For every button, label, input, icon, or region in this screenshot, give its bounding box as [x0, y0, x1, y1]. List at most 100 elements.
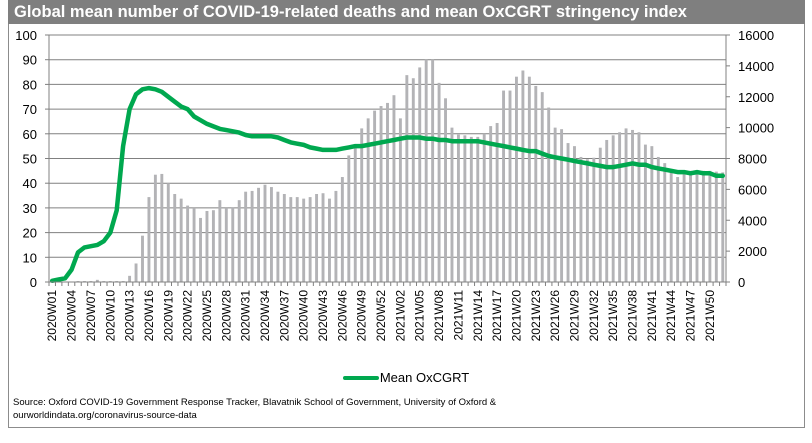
- bar: [173, 194, 177, 282]
- y-left-tick-label: 50: [23, 152, 37, 167]
- bar: [592, 157, 596, 282]
- bar: [302, 198, 306, 282]
- y-left-tick-label: 60: [23, 127, 37, 142]
- x-tick-label: 2021W32: [587, 290, 601, 342]
- x-tick-label: 2021W05: [413, 290, 427, 342]
- bar: [141, 235, 144, 282]
- bar: [444, 98, 447, 282]
- bar: [663, 163, 667, 282]
- x-tick-label: 2020W40: [297, 290, 311, 342]
- bar: [418, 67, 422, 282]
- bar: [637, 132, 641, 282]
- bar: [269, 187, 273, 282]
- legend-swatch-oxcgrt: [342, 375, 379, 380]
- x-tick-label: 2021W17: [490, 290, 504, 342]
- x-tick-label: 2021W38: [626, 290, 640, 342]
- y-left-tick-label: 90: [23, 53, 37, 68]
- bar: [347, 155, 351, 282]
- bar: [598, 147, 602, 282]
- bar: [147, 197, 151, 282]
- bar: [250, 190, 254, 282]
- bar: [244, 191, 248, 282]
- y-right-tick-label: 4000: [738, 213, 767, 228]
- bar: [315, 194, 319, 282]
- source-line-1: Source: Oxford COVID-19 Government Respo…: [13, 397, 497, 408]
- y-right-tick-label: 16000: [738, 28, 774, 43]
- bar: [199, 217, 202, 282]
- bar: [128, 275, 132, 282]
- x-tick-label: 2021W08: [432, 290, 446, 342]
- bar: [373, 110, 377, 282]
- bar: [257, 187, 260, 282]
- x-tick-label: 2020W25: [200, 290, 214, 342]
- bar: [624, 128, 628, 282]
- bar: [463, 135, 467, 282]
- bar: [134, 263, 138, 282]
- bar: [328, 198, 331, 282]
- bar: [205, 210, 209, 282]
- bar: [224, 207, 228, 282]
- bar: [405, 75, 409, 282]
- bar: [689, 170, 692, 282]
- x-tick-label: 2021W47: [684, 290, 698, 342]
- bar: [321, 193, 325, 282]
- x-tick-label: 2021W44: [664, 290, 678, 342]
- x-tick-label: 2020W43: [316, 290, 330, 342]
- bar: [295, 197, 299, 282]
- bar: [398, 118, 402, 282]
- x-tick-label: 2020W52: [374, 290, 388, 342]
- bar: [585, 159, 589, 282]
- bar: [340, 177, 344, 282]
- legend: Mean OxCGRT: [0, 369, 812, 385]
- bar: [508, 90, 512, 282]
- bar: [489, 126, 493, 282]
- y-right-tick-label: 2000: [738, 244, 767, 259]
- y-left-tick-label: 10: [23, 250, 37, 265]
- bar: [450, 127, 454, 282]
- bar-series-deaths: [76, 59, 725, 283]
- bar: [521, 70, 525, 282]
- bar: [618, 132, 622, 282]
- bar: [643, 144, 647, 282]
- bar: [676, 177, 680, 282]
- bar: [515, 76, 518, 283]
- x-tick-label: 2021W14: [471, 290, 485, 342]
- bar: [553, 127, 557, 282]
- bar: [392, 95, 396, 282]
- x-tick-label: 2020W46: [335, 290, 349, 342]
- bar: [469, 136, 473, 282]
- x-tick-label: 2020W10: [103, 290, 117, 342]
- bar: [237, 200, 241, 282]
- bar: [456, 134, 460, 282]
- bar: [708, 170, 712, 282]
- bar: [566, 143, 570, 282]
- chart-plot: 0 10 20 30 40 50 60 70 80 90 100 0 2000 4000 6000 8000…: [15, 28, 774, 342]
- chart-title: Global mean number of COVID-19-related d…: [8, 0, 805, 24]
- x-tick-label: 2020W28: [219, 290, 233, 342]
- x-tick-label: 2020W13: [123, 290, 137, 342]
- bar: [308, 197, 312, 282]
- x-tick-label: 2021W02: [393, 290, 407, 342]
- x-tick-label: 2020W01: [45, 290, 59, 342]
- y-left-tick-label: 30: [23, 201, 37, 216]
- bar: [560, 129, 564, 282]
- y-left-tick-label: 0: [30, 275, 37, 290]
- bar: [263, 184, 267, 282]
- bar: [611, 135, 615, 282]
- y-right-tick-label: 8000: [738, 152, 767, 167]
- x-tick-label: 2020W16: [142, 290, 156, 342]
- bar: [573, 146, 576, 282]
- bar: [631, 129, 634, 282]
- bar: [95, 279, 99, 282]
- bar: [166, 183, 170, 282]
- legend-label-oxcgrt: Mean OxCGRT: [379, 370, 470, 386]
- x-tick-label: 2020W34: [258, 290, 272, 342]
- bar: [411, 78, 415, 282]
- x-tick-label: 2021W23: [529, 290, 543, 342]
- y-left-tick-label: 20: [23, 226, 37, 241]
- y-right-tick-label: 12000: [738, 90, 774, 105]
- y-right-tick-label: 6000: [738, 182, 767, 197]
- bar: [721, 172, 725, 282]
- bar: [605, 139, 609, 282]
- x-tick-label: 2021W11: [451, 290, 465, 341]
